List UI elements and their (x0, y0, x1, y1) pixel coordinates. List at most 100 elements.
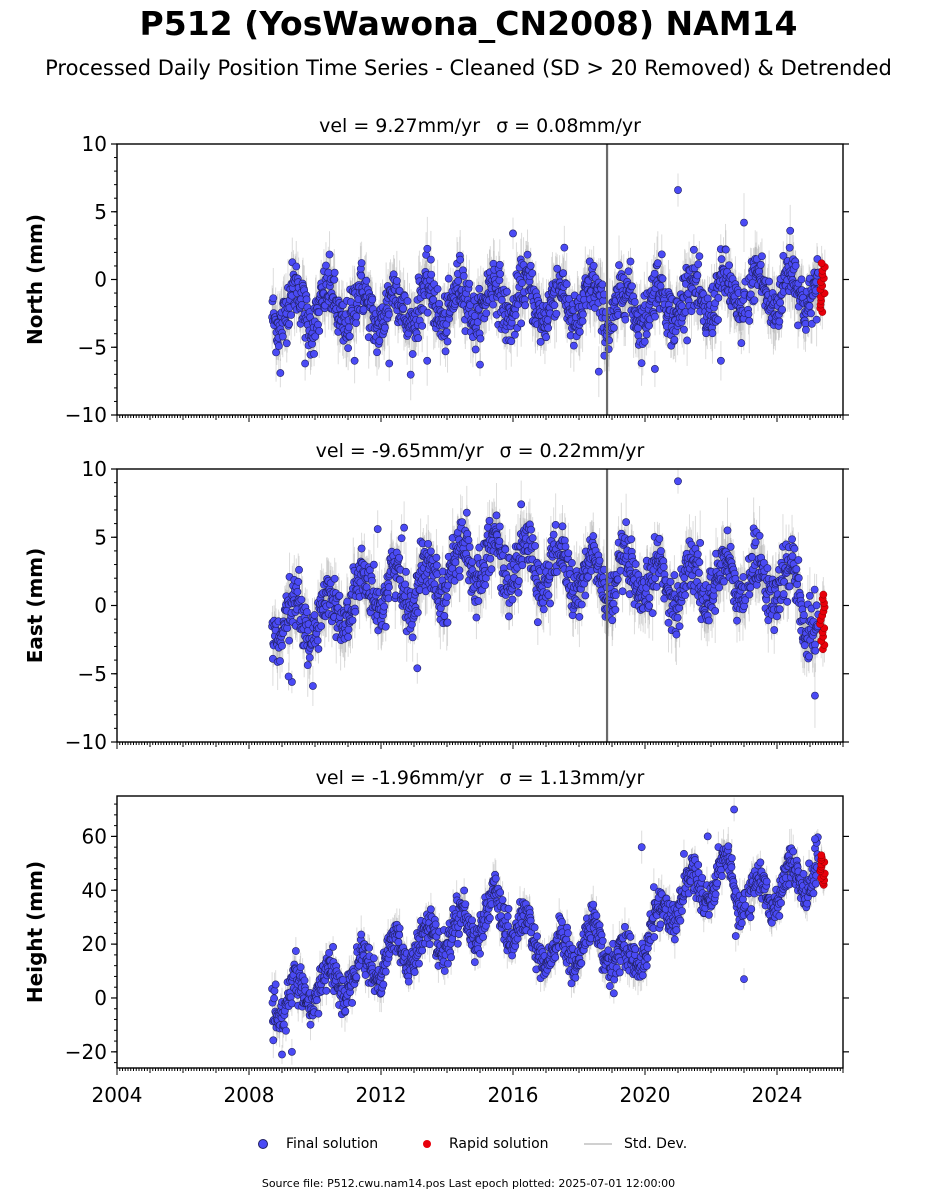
final-solution-point (542, 333, 551, 342)
final-solution-point (589, 261, 598, 270)
final-solution-point (609, 323, 618, 332)
final-solution-point (276, 657, 284, 665)
final-solution-point (345, 323, 353, 332)
final-solution-point (351, 607, 360, 616)
final-solution-point (292, 262, 301, 271)
final-solution-point (458, 518, 467, 527)
final-solution-point (714, 315, 722, 324)
final-solution-point (594, 367, 603, 376)
final-solution-point (640, 337, 649, 346)
final-solution-point (569, 341, 578, 350)
final-solution-point (489, 300, 497, 309)
final-solution-point (750, 296, 759, 305)
final-solution-point (311, 332, 320, 341)
final-solution-point (807, 309, 815, 318)
page-subtitle: Processed Daily Position Time Series - C… (45, 56, 892, 80)
final-solution-point (628, 282, 636, 291)
final-solution-point (302, 295, 311, 304)
y-tick-label: 5 (94, 200, 107, 224)
final-solution-point (362, 276, 371, 285)
final-solution-point (670, 335, 679, 344)
final-solution-point (375, 337, 384, 345)
final-solution-point (426, 547, 435, 556)
y-axis-label: North (mm) (23, 214, 47, 345)
final-solution-point (714, 293, 723, 302)
final-solution-point (314, 645, 323, 653)
final-solution-point (553, 264, 562, 273)
final-solution-point (297, 595, 306, 604)
final-solution-point (295, 565, 303, 574)
final-solution-point (368, 295, 377, 304)
final-solution-point (348, 616, 357, 625)
y-tick-label: −10 (65, 403, 107, 427)
final-solution-point (578, 317, 587, 326)
final-solution-point (615, 261, 623, 270)
final-solution-point (785, 243, 794, 252)
final-solution-point (287, 311, 296, 319)
final-solution-point (495, 260, 504, 269)
final-solution-point (314, 308, 323, 317)
final-solution-point (544, 324, 553, 332)
page-title: P512 (YosWawona_CN2008) NAM14 (139, 4, 798, 43)
final-solution-point (678, 302, 686, 310)
final-solution-point (651, 312, 659, 321)
final-solution-point (272, 348, 280, 357)
final-solution-point (630, 298, 639, 306)
final-solution-point (456, 255, 465, 264)
final-solution-point (465, 279, 474, 288)
final-solution-point (357, 259, 366, 267)
final-solution-point (509, 229, 517, 238)
final-solution-point (746, 290, 755, 299)
final-solution-point (392, 276, 401, 285)
final-solution-point (543, 316, 552, 324)
final-solution-point (322, 261, 330, 270)
final-solution-point (385, 310, 393, 319)
final-solution-point (528, 269, 537, 278)
final-solution-point (330, 275, 339, 284)
final-solution-point (559, 269, 568, 278)
final-solution-point (344, 344, 353, 353)
rapid-solution-point (817, 259, 826, 268)
final-solution-point (642, 330, 651, 339)
final-solution-point (402, 567, 410, 576)
final-solution-point (350, 356, 359, 365)
final-solution-point (406, 370, 415, 379)
final-solution-point (451, 558, 460, 567)
final-solution-point (310, 349, 318, 358)
final-solution-point (476, 334, 485, 343)
final-solution-point (380, 602, 389, 611)
final-solution-point (444, 274, 453, 283)
final-solution-point (357, 544, 366, 553)
final-solution-point (330, 574, 339, 583)
final-solution-point (517, 319, 526, 328)
final-solution-point (293, 587, 302, 596)
final-solution-point (343, 597, 352, 606)
final-solution-point (693, 271, 702, 280)
final-solution-point (518, 279, 526, 287)
final-solution-point (443, 337, 452, 346)
final-solution-point (423, 244, 432, 253)
final-solution-point (703, 294, 712, 303)
final-solution-point (779, 251, 788, 260)
y-tick-label: 10 (82, 132, 107, 156)
final-solution-point (621, 315, 630, 324)
final-solution-point (656, 282, 665, 290)
final-solution-point (301, 359, 309, 368)
y-tick-label: −5 (78, 335, 107, 359)
final-solution-point (579, 310, 587, 319)
final-solution-point (385, 359, 394, 368)
final-solution-point (695, 252, 704, 261)
final-solution-point (418, 321, 427, 330)
final-solution-point (560, 243, 569, 252)
rapid-points-north (816, 259, 829, 316)
final-solution-point (565, 294, 573, 303)
final-solution-point (794, 321, 802, 330)
final-solution-point (278, 332, 287, 341)
final-solution-point (282, 339, 291, 348)
final-solution-point (650, 269, 659, 278)
final-solution-point (740, 218, 748, 227)
final-solution-point (335, 591, 344, 600)
final-solution-point (791, 261, 800, 270)
final-solution-point (276, 369, 285, 377)
